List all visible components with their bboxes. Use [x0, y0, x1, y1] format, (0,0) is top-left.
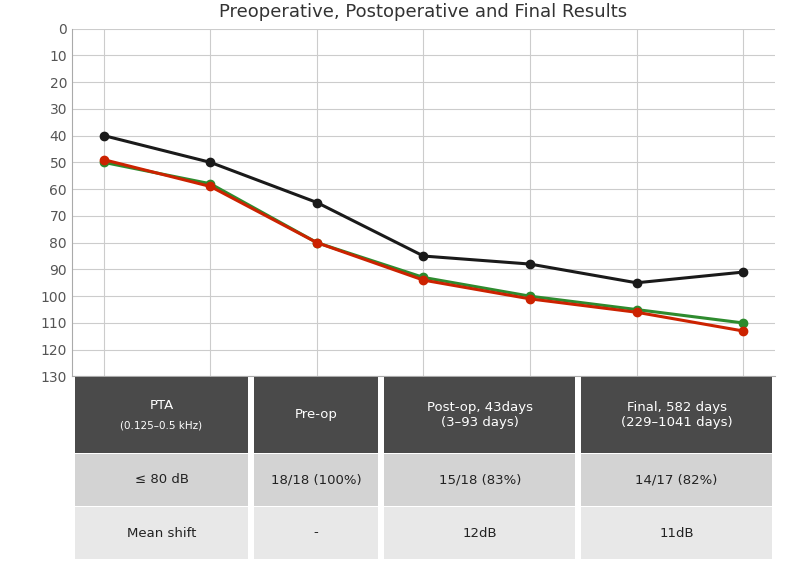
Bar	[254, 377, 379, 453]
Bar	[75, 454, 248, 506]
Text: 11dB: 11dB	[659, 526, 694, 540]
Text: 14/17 (82%): 14/17 (82%)	[635, 473, 718, 486]
Bar	[75, 507, 248, 559]
Bar	[384, 454, 575, 506]
Bar	[581, 507, 772, 559]
Text: Mean shift: Mean shift	[127, 526, 197, 540]
Text: -: -	[314, 526, 319, 540]
Bar	[581, 377, 772, 453]
Text: 12dB: 12dB	[463, 526, 497, 540]
Bar	[384, 507, 575, 559]
Title: Preoperative, Postoperative and Final Results: Preoperative, Postoperative and Final Re…	[220, 3, 627, 22]
Bar	[581, 454, 772, 506]
Text: Post-op, 43days
(3–93 days): Post-op, 43days (3–93 days)	[427, 401, 533, 429]
Text: Final, 582 days
(229–1041 days): Final, 582 days (229–1041 days)	[621, 401, 733, 429]
Text: PTA: PTA	[149, 399, 173, 412]
Text: ≤ 80 dB: ≤ 80 dB	[134, 473, 189, 486]
Text: Pre-op: Pre-op	[295, 408, 338, 421]
Bar	[254, 454, 379, 506]
Text: (0.125–0.5 kHz): (0.125–0.5 kHz)	[121, 421, 203, 431]
Text: 15/18 (83%): 15/18 (83%)	[439, 473, 521, 486]
Bar	[384, 377, 575, 453]
Bar	[254, 507, 379, 559]
Bar	[75, 377, 248, 453]
Text: 18/18 (100%): 18/18 (100%)	[271, 473, 362, 486]
